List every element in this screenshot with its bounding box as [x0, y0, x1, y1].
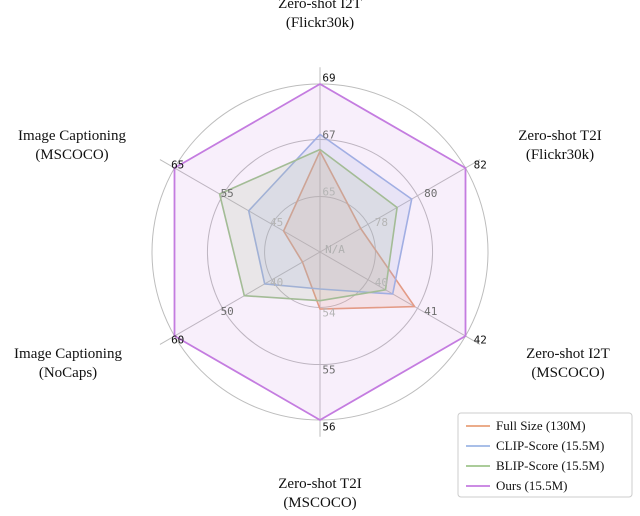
tick-label-axis2-1: 41 — [424, 305, 437, 318]
tick-label-axis5-1: 55 — [221, 187, 234, 200]
tick-label-axis3-0: 54 — [322, 307, 336, 320]
axis-label-1-line-0: Zero-shot T2I — [518, 128, 601, 144]
axis-label-5-line-1: (MSCOCO) — [35, 147, 108, 163]
tick-label-axis4-1: 50 — [221, 305, 234, 318]
legend-label-1: CLIP-Score (15.5M) — [496, 438, 604, 453]
series-0-polygon — [282, 150, 416, 310]
legend-label-0: Full Size (130M) — [496, 418, 586, 433]
axis-label-2-line-1: (MSCOCO) — [531, 365, 604, 381]
tick-labels: 65 67 69 78 80 82 40 41 42 54 55 56 40 50 60 45 55 65 — [171, 71, 487, 433]
series-2-polygon — [218, 148, 398, 302]
series-1-polygon — [247, 133, 413, 295]
tick-label-axis1-0: 78 — [375, 216, 388, 229]
axis-label-4-line-1: (NoCaps) — [39, 365, 97, 381]
axis-label-5-line-0: Image Captioning — [18, 128, 126, 144]
tick-label-axis0-1: 67 — [322, 128, 335, 141]
series-3-polygon — [173, 83, 467, 421]
tick-label-axis2-2: 42 — [474, 333, 487, 346]
tick-label-axis2-0: 40 — [375, 276, 388, 289]
tick-label-axis0-0: 65 — [322, 186, 335, 199]
axis-line-5 — [159, 159, 321, 253]
axis-label-3-line-0: Zero-shot T2I — [278, 476, 361, 492]
tick-label-axis1-1: 80 — [424, 187, 437, 200]
axis-line-2 — [319, 251, 481, 345]
series-layer — [173, 83, 467, 421]
tick-label-axis3-1: 55 — [322, 364, 335, 377]
legend: Full Size (130M) CLIP-Score (15.5M) BLIP-S… — [457, 412, 633, 498]
axis-line-1 — [319, 159, 481, 253]
legend-box — [457, 412, 633, 498]
tick-label-axis3-2: 56 — [322, 421, 335, 434]
axis-label-3-line-1: (MSCOCO) — [283, 495, 356, 511]
axis-label-4-line-0: Image Captioning — [14, 346, 122, 362]
axis-label-0-line-1: (Flickr30k) — [286, 15, 354, 31]
tick-label-axis4-2: 60 — [171, 333, 184, 346]
tick-label-axis4-0: 40 — [270, 276, 283, 289]
axis-label-1-line-1: (Flickr30k) — [526, 147, 594, 163]
axis-label-2-line-0: Zero-shot I2T — [526, 346, 610, 362]
legend-label-2: BLIP-Score (15.5M) — [496, 458, 604, 473]
legend-label-3: Ours (15.5M) — [496, 478, 568, 493]
tick-label-axis0-2: 69 — [322, 71, 335, 84]
axis-label-0-line-0: Zero-shot I2T — [278, 0, 362, 12]
tick-label-axis5-0: 45 — [270, 216, 283, 229]
tick-label-axis5-2: 65 — [171, 159, 184, 172]
center-label: N/A — [325, 243, 345, 256]
axis-line-4 — [159, 251, 321, 345]
tick-label-axis1-2: 82 — [474, 159, 487, 172]
axis-labels: Zero-shot I2T (Flickr30k) Zero-shot T2I (Fl… — [14, 0, 610, 511]
